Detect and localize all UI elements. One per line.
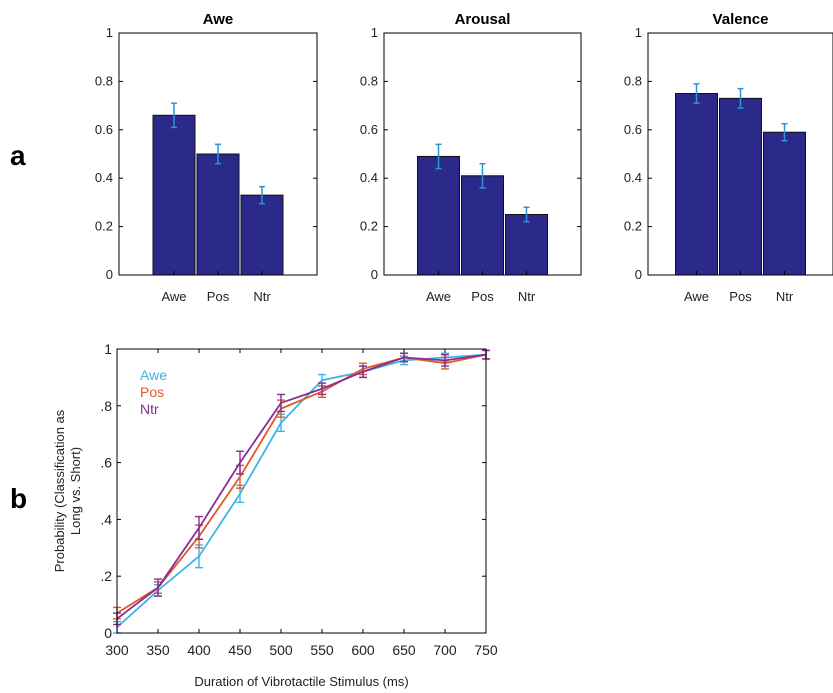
y-tick-label: 0.2: [360, 219, 378, 234]
y-tick-label: 0.4: [360, 170, 378, 185]
y-axis-label-line1: Probability (Classification as: [52, 409, 67, 572]
y-tick-label: 1: [104, 341, 112, 357]
y-tick-label: 0: [106, 267, 113, 282]
y-tick-label: 0.4: [624, 170, 642, 185]
y-tick-label: .8: [100, 398, 112, 414]
x-tick-label: Awe: [426, 289, 451, 304]
y-tick-label: .6: [100, 455, 112, 471]
x-tick-label: Ntr: [776, 289, 794, 304]
y-tick-label: 0.8: [360, 73, 378, 88]
x-tick-label: 400: [187, 642, 211, 658]
series-awe: [113, 349, 490, 634]
x-tick-label: Pos: [729, 289, 752, 304]
plot-frame: [116, 348, 487, 634]
y-tick-label: 0.8: [624, 73, 642, 88]
bar-pos: [719, 97, 762, 276]
bar-pos: [196, 153, 240, 276]
x-axis-label: Duration of Vibrotactile Stimulus (ms): [194, 674, 408, 689]
legend-entry-ntr: Ntr: [140, 401, 159, 417]
legend-entry-awe: Awe: [140, 367, 167, 383]
y-tick-label: 1: [106, 25, 113, 40]
x-tick-label: Pos: [471, 289, 494, 304]
series-line: [116, 353, 487, 620]
bar-charts: Awe 0 0.2 0.4 0.6 0.8 1 Awe Pos Ntr Arousal 0 0.2 0.4…: [95, 11, 833, 304]
y-tick-label: 0.2: [624, 219, 642, 234]
chart-title: Valence: [713, 11, 769, 28]
plot-frame: [383, 32, 582, 276]
x-tick-label: 450: [228, 642, 252, 658]
x-tick-label: 600: [351, 642, 375, 658]
y-tick-label: 0.4: [95, 170, 113, 185]
series-line: [116, 353, 487, 614]
y-tick-label: .4: [100, 511, 112, 527]
series-ntr: [113, 349, 490, 626]
x-tick-label: 750: [474, 642, 498, 658]
y-tick-label: 0: [104, 625, 112, 641]
y-tick-label: 0.6: [95, 122, 113, 137]
x-tick-label: 350: [146, 642, 170, 658]
x-tick-label: 550: [310, 642, 334, 658]
y-axis-label: Probability (Classification as Long vs. S…: [52, 409, 83, 572]
bar-ntr: [505, 214, 548, 276]
x-tick-label: 300: [105, 642, 129, 658]
bar-chart-valence: Valence 0 0.2 0.4 0.6 0.8 1 Awe Pos Ntr: [624, 11, 833, 304]
x-tick-label: 700: [433, 642, 457, 658]
y-tick-label: .2: [100, 568, 112, 584]
bar-chart-awe: Awe 0 0.2 0.4 0.6 0.8 1 Awe Pos Ntr: [95, 11, 318, 304]
psychometric-chart: 0 .2 .4 .6 .8 1 300 350 400 450 500 550 600 650 700 750…: [52, 341, 498, 689]
bar-awe: [417, 155, 460, 276]
x-tick-label: Ntr: [253, 289, 271, 304]
bar-ntr: [240, 194, 284, 276]
y-tick-label: 0: [635, 267, 642, 282]
y-tick-label: 0.6: [360, 122, 378, 137]
line-chart: 0 .2 .4 .6 .8 1 300 350 400 450 500 550 600 650 700 750…: [52, 341, 498, 689]
x-tick-label: Awe: [161, 289, 186, 304]
x-tick-label: Pos: [207, 289, 230, 304]
plot-frame: [647, 32, 833, 276]
legend-entry-pos: Pos: [140, 384, 164, 400]
y-tick-label: 0: [371, 267, 378, 282]
panel-letter-b: b: [10, 483, 27, 514]
y-axis-label-line2: Long vs. Short): [68, 447, 83, 535]
chart-title: Awe: [203, 11, 234, 28]
x-tick-label: Awe: [684, 289, 709, 304]
x-tick-label: 500: [269, 642, 293, 658]
x-tick-label: 650: [392, 642, 416, 658]
y-tick-label: 0.6: [624, 122, 642, 137]
series-pos: [113, 349, 490, 620]
panel-letter-a: a: [10, 140, 26, 171]
y-tick-label: 1: [635, 25, 642, 40]
bar-ntr: [763, 131, 806, 276]
y-tick-label: 0.8: [95, 73, 113, 88]
bar-pos: [461, 175, 504, 276]
chart-title: Arousal: [455, 11, 511, 28]
y-tick-label: 1: [371, 25, 378, 40]
bar-awe: [152, 114, 196, 276]
y-tick-label: 0.2: [95, 219, 113, 234]
bar-chart-arousal: Arousal 0 0.2 0.4 0.6 0.8 1 Awe Pos Ntr: [360, 11, 582, 304]
x-tick-label: Ntr: [518, 289, 536, 304]
plot-frame: [118, 32, 318, 276]
bar-awe: [675, 93, 718, 276]
